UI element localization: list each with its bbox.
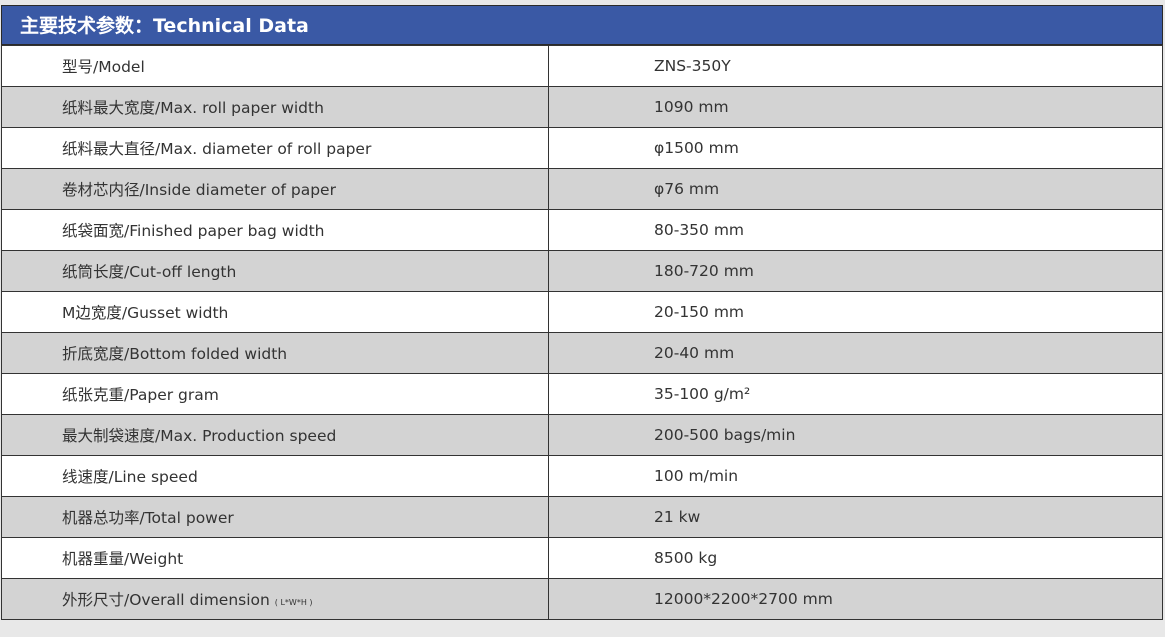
table-row: 纸料最大宽度/Max. roll paper width 1090 mm [1,86,1163,128]
param-label-text: 折底宽度/Bottom folded width [62,345,288,363]
param-value: 12000*2200*2700 mm [548,578,1163,620]
param-label: 型号/Model [1,45,549,87]
param-label: 纸料最大宽度/Max. roll paper width [1,86,549,128]
param-label-text: 纸筒长度/Cut-off length [62,263,237,281]
param-label: 纸筒长度/Cut-off length [1,250,549,292]
table-row: 纸筒长度/Cut-off length 180-720 mm [1,250,1163,292]
param-label-text: 线速度/Line speed [62,468,198,486]
param-value: 8500 kg [548,537,1163,579]
param-label: 纸料最大直径/Max. diameter of roll paper [1,127,549,169]
param-value: ZNS-350Y [548,45,1163,87]
table-row: 卷材芯内径/Inside diameter of paper φ76 mm [1,168,1163,210]
table-row: 最大制袋速度/Max. Production speed 200-500 bags… [1,414,1163,456]
param-value: φ1500 mm [548,127,1163,169]
param-label: 纸张克重/Paper gram [1,373,549,415]
param-value: 180-720 mm [548,250,1163,292]
table-row: 折底宽度/Bottom folded width 20-40 mm [1,332,1163,374]
param-value: φ76 mm [548,168,1163,210]
param-label: 外形尺寸/Overall dimension ( L*W*H ) [1,578,549,620]
table-row: 线速度/Line speed 100 m/min [1,455,1163,497]
param-label: 折底宽度/Bottom folded width [1,332,549,374]
param-label-text: 最大制袋速度/Max. Production speed [62,427,337,445]
table-row: 型号/Model ZNS-350Y [1,45,1163,87]
param-value: 1090 mm [548,86,1163,128]
param-label-text: 纸袋面宽/Finished paper bag width [62,222,325,240]
param-label: M边宽度/Gusset width [1,291,549,333]
param-label-text: M边宽度/Gusset width [62,304,229,322]
table-title: 主要技术参数：Technical Data [1,5,1163,45]
param-value: 21 kw [548,496,1163,538]
param-label: 卷材芯内径/Inside diameter of paper [1,168,549,210]
param-value: 35-100 g/m² [548,373,1163,415]
table-row: 纸张克重/Paper gram 35-100 g/m² [1,373,1163,415]
param-value: 100 m/min [548,455,1163,497]
param-value: 80-350 mm [548,209,1163,251]
param-value: 20-40 mm [548,332,1163,374]
param-label-text: 卷材芯内径/Inside diameter of paper [62,181,336,199]
table-row: 机器重量/Weight 8500 kg [1,537,1163,579]
param-label-text: 纸张克重/Paper gram [62,386,219,404]
param-label-text: 机器重量/Weight [62,550,184,568]
param-value: 20-150 mm [548,291,1163,333]
param-label-suffix: ( L*W*H ) [274,598,313,607]
table-row: 纸袋面宽/Finished paper bag width 80-350 mm [1,209,1163,251]
param-label: 纸袋面宽/Finished paper bag width [1,209,549,251]
table-row: 外形尺寸/Overall dimension ( L*W*H ) 12000*22… [1,578,1163,620]
param-label-text: 机器总功率/Total power [62,509,234,527]
param-label-text: 纸料最大直径/Max. diameter of roll paper [62,140,372,158]
param-label: 最大制袋速度/Max. Production speed [1,414,549,456]
param-label-text: 纸料最大宽度/Max. roll paper width [62,99,324,117]
param-label-text: 外形尺寸/Overall dimension [62,591,270,609]
param-label-text: 型号/Model [62,58,145,76]
param-label: 线速度/Line speed [1,455,549,497]
param-label: 机器重量/Weight [1,537,549,579]
table-row: 机器总功率/Total power 21 kw [1,496,1163,538]
param-label: 机器总功率/Total power [1,496,549,538]
table-row: 纸料最大直径/Max. diameter of roll paper φ1500 … [1,127,1163,169]
technical-data-table: 主要技术参数：Technical Data 型号/Model ZNS-350Y 纸料… [1,5,1163,620]
table-row: M边宽度/Gusset width 20-150 mm [1,291,1163,333]
param-value: 200-500 bags/min [548,414,1163,456]
